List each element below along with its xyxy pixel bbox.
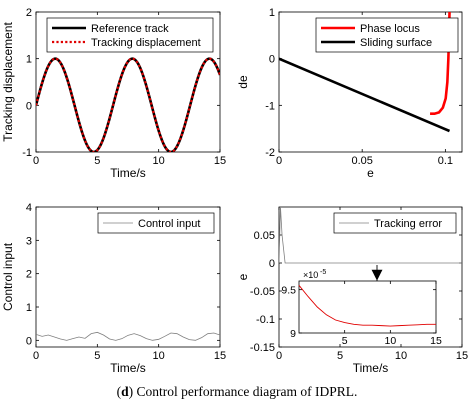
panel4-x-axis-label: Time/s bbox=[353, 361, 389, 375]
panel2-legend-box bbox=[315, 17, 459, 53]
panel3-axes-frame bbox=[35, 206, 221, 348]
figure-caption: (d) Control performance diagram of IDPRL… bbox=[116, 384, 358, 399]
panel1-xtick-label: 5 bbox=[94, 155, 100, 167]
panel4-xtick-label: 0 bbox=[276, 350, 282, 362]
caption-text: Control performance diagram of IDPRL. bbox=[133, 384, 358, 399]
panel4-ytick-label: -0.05 bbox=[250, 286, 275, 298]
panel3-ytick-label: 1 bbox=[26, 302, 32, 314]
panel2-ytick-label: 0 bbox=[269, 54, 275, 66]
panel4-ytick-label: 0.05 bbox=[254, 230, 275, 242]
panel2-xtick-label: 0.1 bbox=[438, 155, 453, 167]
panel1-legend-box bbox=[46, 17, 214, 53]
panel1-axes-frame bbox=[35, 11, 221, 153]
panel2-axes-frame bbox=[278, 11, 463, 153]
panel3-legend-box bbox=[97, 212, 215, 234]
panel1-xtick-label: 15 bbox=[214, 155, 226, 167]
panel3-xtick-label: 5 bbox=[94, 350, 100, 362]
panel3-ytick-label: 0 bbox=[26, 335, 32, 347]
inset-xtick-label: 10 bbox=[384, 335, 396, 347]
panel1-ytick-label: 0 bbox=[26, 100, 32, 112]
inset-series-1-line bbox=[298, 285, 436, 327]
panel4-ytick-label: 0 bbox=[269, 258, 275, 270]
panel4-axes-frame bbox=[278, 206, 463, 348]
panel3-ytick-label: 3 bbox=[26, 235, 32, 247]
panel1-legend-label-1: Reference track bbox=[91, 23, 169, 35]
inset-frame bbox=[298, 280, 437, 334]
panel3-y-axis-label: Control input bbox=[1, 242, 15, 311]
inset-exponent-label: ×10 bbox=[303, 270, 318, 280]
panel4-y-axis-label: e bbox=[236, 273, 250, 280]
panel2-ytick-label: -2 bbox=[265, 147, 275, 159]
caption-label: d bbox=[121, 384, 129, 399]
zoom-arrow-head bbox=[371, 269, 383, 281]
panel1-y-axis-label: Tracking displacement bbox=[1, 22, 15, 142]
panel4-xtick-label: 5 bbox=[337, 350, 343, 362]
panel4-legend-label-1: Tracking error bbox=[374, 218, 442, 230]
inset-exponent-power: -5 bbox=[320, 269, 326, 276]
panel2-x-axis-label: e bbox=[367, 166, 374, 180]
panel3-legend-label-1: Control input bbox=[138, 218, 200, 230]
panel3-xtick-label: 10 bbox=[153, 350, 165, 362]
panel3-ytick-label: 4 bbox=[26, 202, 32, 214]
panel2-y-axis-label: de bbox=[236, 75, 250, 89]
panel1-ytick-label: 2 bbox=[26, 7, 32, 19]
panel2-xtick-label: 0.05 bbox=[351, 155, 372, 167]
panel3-xtick-label: 15 bbox=[214, 350, 226, 362]
inset-ytick-label: 9 bbox=[290, 328, 296, 340]
inset-ytick-label: 9.5 bbox=[281, 285, 296, 297]
panel4-xtick-label: 15 bbox=[456, 350, 468, 362]
panel4-ytick-label: -0.1 bbox=[256, 314, 275, 326]
panel4-ytick-label: -0.15 bbox=[250, 342, 275, 354]
inset-xtick-label: 15 bbox=[430, 335, 442, 347]
panel1-xtick-label: 10 bbox=[153, 155, 165, 167]
panel2-series-2-line bbox=[279, 57, 451, 133]
panel3-series-1-line bbox=[36, 331, 220, 341]
panel3-ytick-label: 2 bbox=[26, 269, 32, 281]
panel4-series-1-line bbox=[279, 207, 462, 264]
panel3-x-axis-label: Time/s bbox=[110, 361, 146, 375]
inset-xtick-label: 5 bbox=[342, 335, 348, 347]
panel1-ytick-label: -1 bbox=[22, 147, 32, 159]
panel2-xtick-label: 0 bbox=[276, 155, 282, 167]
panel4-legend-box bbox=[333, 212, 457, 234]
panel1-legend-label-2: Tracking displacement bbox=[91, 37, 201, 49]
panel2-ytick-label: -1 bbox=[265, 100, 275, 112]
panel3-xtick-label: 0 bbox=[33, 350, 39, 362]
panel1-series-1-line bbox=[36, 57, 220, 152]
panel2-legend-label-2: Sliding surface bbox=[360, 37, 432, 49]
panel1-ytick-label: 1 bbox=[26, 54, 32, 66]
panel1-series-2-line bbox=[36, 57, 220, 152]
panel1-xtick-label: 0 bbox=[33, 155, 39, 167]
panel1-x-axis-label: Time/s bbox=[110, 166, 146, 180]
panel2-ytick-label: 1 bbox=[269, 7, 275, 19]
panel2-legend-label-1: Phase locus bbox=[360, 23, 420, 35]
panel4-xtick-label: 10 bbox=[395, 350, 407, 362]
